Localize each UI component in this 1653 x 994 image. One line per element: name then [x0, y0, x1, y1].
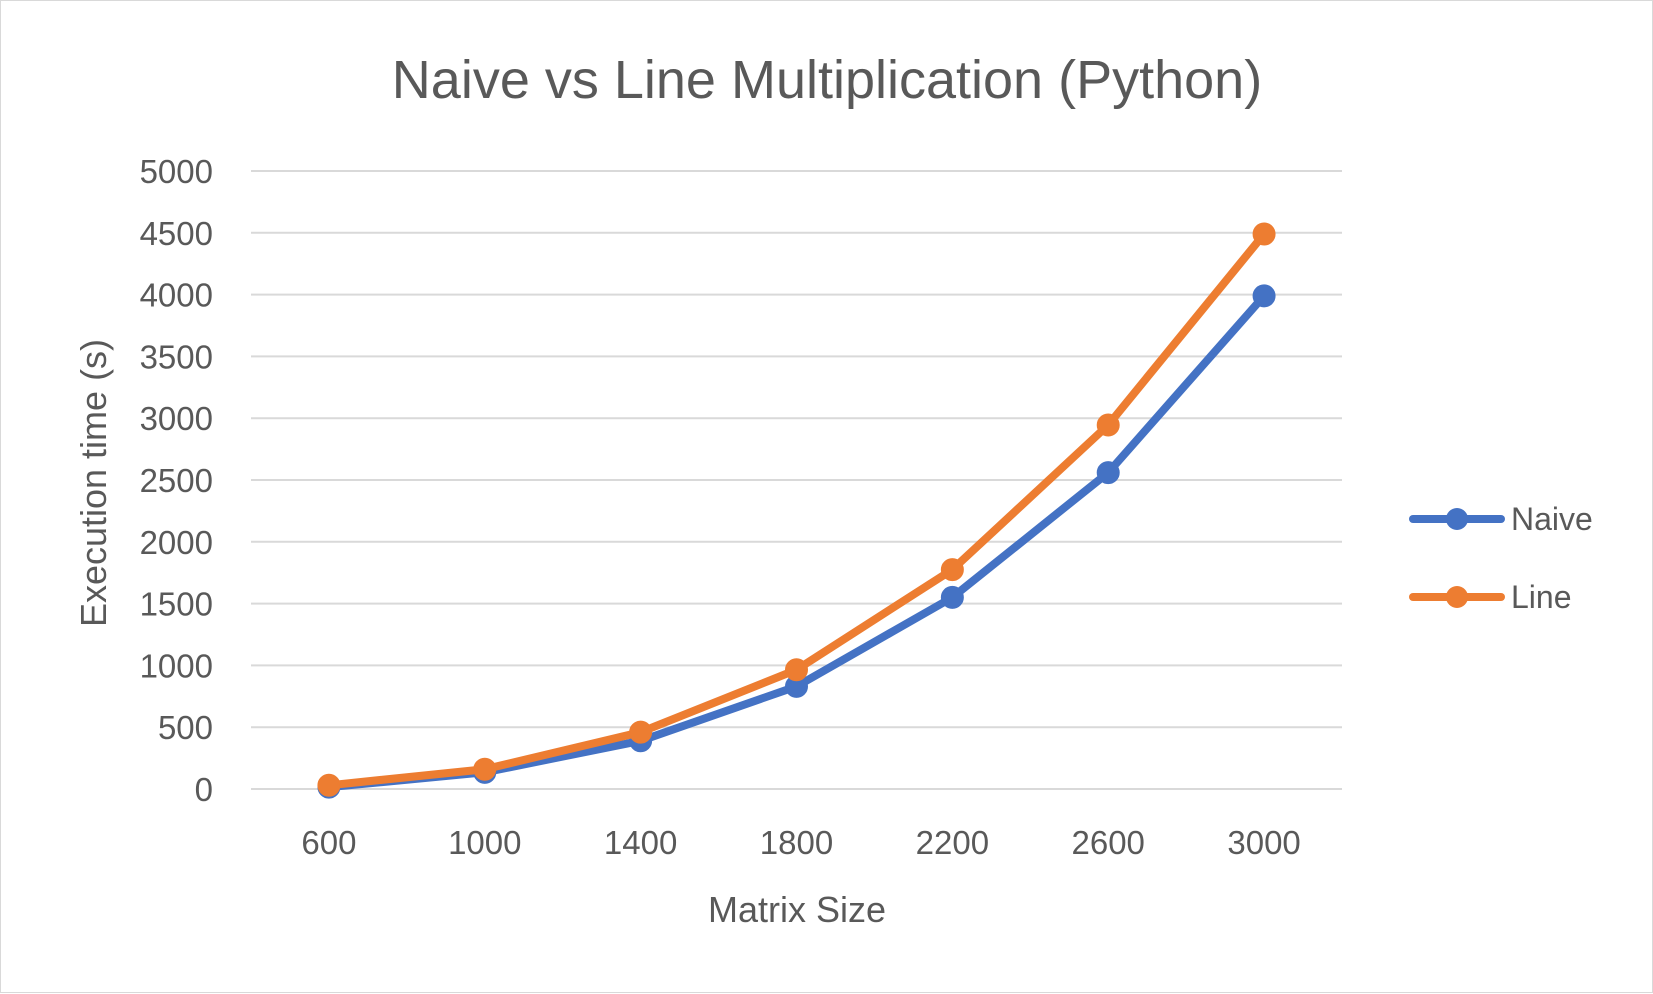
legend-label: Naive [1511, 501, 1593, 537]
legend[interactable]: Naive Line [1409, 501, 1593, 615]
gridlines [251, 170, 1342, 790]
y-tick-label: 2500 [140, 462, 213, 499]
data-point [473, 757, 497, 781]
legend-swatch-marker [1446, 586, 1468, 608]
x-axis-ticks: 600 1000 1400 1800 2200 2600 3000 [301, 824, 1300, 861]
y-axis-label: Execution time (s) [73, 339, 114, 627]
legend-swatch-marker [1446, 508, 1468, 530]
x-tick-label: 2200 [916, 824, 989, 861]
x-tick-label: 1400 [604, 824, 677, 861]
y-tick-label: 3000 [140, 400, 213, 437]
x-tick-label: 1800 [760, 824, 833, 861]
series-lines [317, 222, 1276, 799]
data-point [1096, 413, 1120, 437]
y-tick-label: 4000 [140, 277, 213, 314]
data-point [1096, 461, 1120, 485]
y-tick-label: 5000 [140, 153, 213, 190]
data-point [940, 585, 964, 609]
y-axis-ticks: 0 500 1000 1500 2000 2500 3000 3500 4000 4500 5000 [140, 153, 213, 808]
x-tick-label: 2600 [1072, 824, 1145, 861]
series-line [324, 230, 1269, 790]
chart-title: Naive vs Line Multiplication (Python) [392, 50, 1262, 110]
data-point [785, 658, 808, 682]
data-point [1252, 284, 1276, 308]
x-tick-label: 600 [301, 824, 356, 861]
y-tick-label: 3500 [140, 338, 213, 375]
data-point [317, 773, 341, 797]
legend-item-line[interactable]: Line [1409, 579, 1572, 615]
legend-item-naive[interactable]: Naive [1409, 501, 1593, 537]
y-tick-label: 1500 [140, 586, 213, 623]
data-point [940, 558, 964, 582]
y-tick-label: 500 [158, 709, 213, 746]
x-tick-label: 3000 [1227, 824, 1300, 861]
data-point [629, 720, 653, 744]
y-tick-label: 0 [195, 771, 213, 808]
data-point [1252, 222, 1276, 246]
legend-label: Line [1511, 579, 1572, 615]
y-tick-label: 2000 [140, 524, 213, 561]
x-tick-label: 1000 [448, 824, 521, 861]
x-axis-label: Matrix Size [708, 889, 886, 930]
series-line [317, 222, 1276, 797]
y-tick-label: 1000 [140, 647, 213, 684]
y-tick-label: 4500 [140, 215, 213, 252]
